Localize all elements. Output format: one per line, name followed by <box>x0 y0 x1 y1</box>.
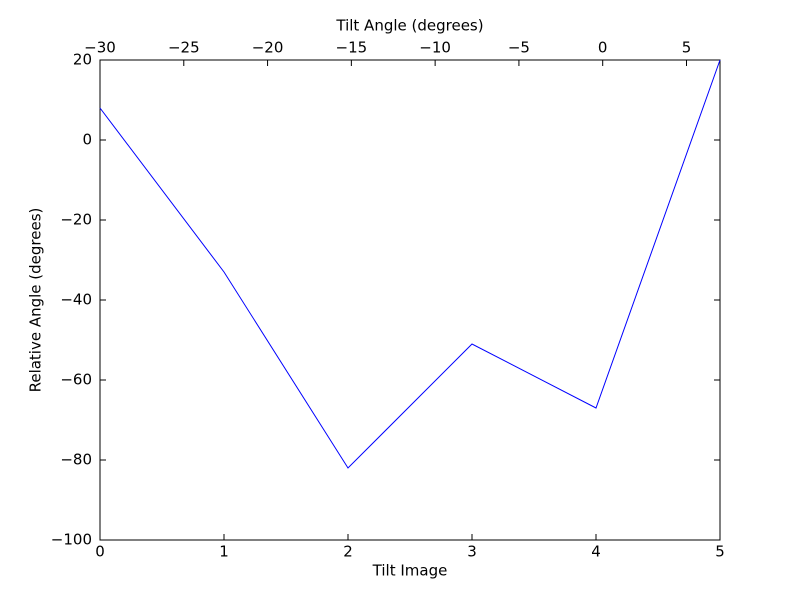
x2-tick-label: −15 <box>336 39 368 57</box>
x2-tick-label: −25 <box>168 39 200 57</box>
y-tick-label: 20 <box>73 51 92 69</box>
x-tick-label: 1 <box>219 543 229 561</box>
y-tick-label: −80 <box>60 451 92 469</box>
x-tick-label: 2 <box>343 543 353 561</box>
y-tick-label: −20 <box>60 211 92 229</box>
x-tick-label: 3 <box>467 543 477 561</box>
data-line <box>99 59 721 469</box>
x2-tick-label: −20 <box>252 39 284 57</box>
y-tick-label: −40 <box>60 291 92 309</box>
x-tick-label: 0 <box>95 543 105 561</box>
x2-tick-label: −30 <box>84 39 116 57</box>
x2-tick-label: 5 <box>682 39 692 57</box>
x-tick-label: 4 <box>591 543 601 561</box>
y-tick-label: 0 <box>82 131 92 149</box>
x-axis-label: Tilt Image <box>372 562 448 580</box>
x2-axis-label: Tilt Angle (degrees) <box>335 17 483 35</box>
x2-tick-label: −10 <box>419 39 451 57</box>
x2-tick-label: 0 <box>598 39 608 57</box>
y-axis-label: Relative Angle (degrees) <box>27 208 45 393</box>
plot-frame <box>99 59 721 541</box>
x2-tick-label: −5 <box>508 39 530 57</box>
y-tick-label: −100 <box>51 531 92 549</box>
y-tick-label: −60 <box>60 371 92 389</box>
x-tick-label: 5 <box>715 543 725 561</box>
